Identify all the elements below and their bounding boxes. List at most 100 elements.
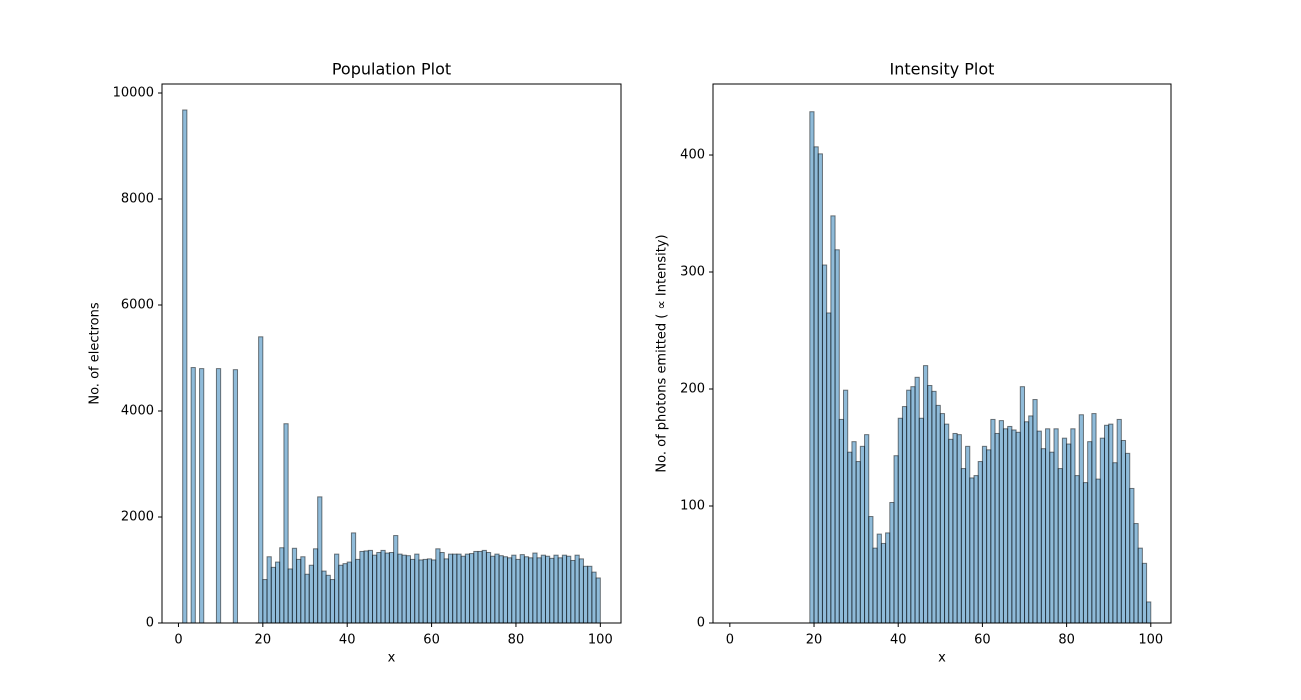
y-tick-label: 10000 — [113, 86, 154, 101]
bar — [190, 367, 196, 624]
bar — [388, 552, 395, 624]
x-tick-label: 60 — [974, 633, 991, 648]
bar — [452, 553, 458, 624]
bar — [380, 549, 386, 624]
x-tick-label: 40 — [339, 633, 356, 648]
bar — [1116, 418, 1122, 624]
bar — [1002, 428, 1009, 624]
bar — [582, 565, 589, 624]
bar — [834, 249, 840, 624]
bar — [1032, 399, 1038, 624]
bar — [872, 547, 878, 624]
bar — [1125, 452, 1131, 624]
bar — [279, 547, 285, 624]
bar — [511, 554, 517, 624]
bar — [1082, 482, 1089, 624]
bar — [540, 554, 546, 624]
bar — [485, 552, 492, 624]
bar — [469, 553, 475, 624]
bar — [859, 445, 866, 624]
bar — [998, 420, 1004, 624]
bar — [502, 556, 509, 624]
bar — [1146, 601, 1152, 624]
bar — [1061, 437, 1068, 624]
bar — [922, 365, 929, 624]
x-tick-label: 100 — [1138, 633, 1163, 648]
bar — [1015, 431, 1021, 624]
x-tick-label: 60 — [423, 633, 440, 648]
bar — [372, 554, 378, 624]
bar — [842, 389, 849, 624]
bar — [557, 557, 563, 624]
x-tick-label: 20 — [255, 633, 272, 648]
bar — [880, 542, 887, 624]
bar — [431, 559, 437, 624]
bar — [931, 390, 937, 624]
bar — [809, 111, 815, 624]
bar — [1024, 421, 1030, 624]
bar — [906, 389, 912, 624]
bar — [956, 434, 962, 624]
x-tick-label: 80 — [508, 633, 525, 648]
bar — [544, 555, 551, 624]
bar — [536, 557, 542, 624]
bar — [1103, 424, 1110, 624]
bar — [409, 558, 416, 624]
y-tick-label: 100 — [680, 499, 705, 514]
x-tick-label: 80 — [1058, 633, 1075, 648]
y-tick-label: 0 — [146, 616, 154, 631]
bar — [553, 554, 559, 624]
y-tick-label: 0 — [697, 616, 705, 631]
bar — [317, 496, 323, 624]
bar — [578, 558, 584, 624]
y-tick-label: 300 — [680, 265, 705, 280]
bar — [952, 432, 958, 624]
bar — [821, 264, 828, 624]
bar — [477, 550, 483, 624]
chart-title: Intensity Plot — [890, 60, 995, 79]
bar — [1019, 386, 1026, 624]
bar — [994, 432, 1000, 624]
bar — [1074, 475, 1080, 624]
bar — [355, 558, 361, 624]
bar — [889, 501, 895, 624]
bar — [948, 438, 954, 624]
bar — [346, 561, 352, 624]
bar — [334, 553, 340, 624]
bar — [422, 558, 428, 624]
bar — [401, 554, 407, 624]
bar — [266, 556, 272, 624]
bar — [885, 532, 891, 624]
bar — [1137, 547, 1143, 624]
bar — [918, 417, 924, 624]
bar — [893, 455, 899, 624]
bar — [199, 368, 205, 624]
bar — [338, 564, 344, 624]
bar — [1087, 441, 1093, 624]
bar — [876, 533, 882, 624]
x-tick-label: 100 — [588, 633, 613, 648]
bar — [1078, 414, 1084, 624]
bar — [855, 461, 861, 624]
bar — [595, 577, 601, 624]
bar — [507, 557, 513, 624]
bar — [944, 423, 950, 624]
bar — [1040, 448, 1047, 624]
bar — [329, 579, 336, 624]
bar — [460, 555, 466, 624]
bar — [397, 553, 403, 624]
bar — [359, 550, 365, 624]
bar — [1007, 425, 1013, 624]
bar — [1045, 428, 1051, 624]
bar — [426, 558, 433, 624]
x-tick-label: 0 — [726, 633, 734, 648]
x-axis-label: x — [388, 651, 396, 666]
bar — [494, 553, 500, 624]
bar — [490, 555, 496, 624]
bar — [1095, 478, 1101, 624]
y-tick-label: 8000 — [121, 192, 154, 207]
bar — [965, 445, 971, 624]
bar — [473, 550, 479, 624]
bar — [443, 558, 449, 624]
